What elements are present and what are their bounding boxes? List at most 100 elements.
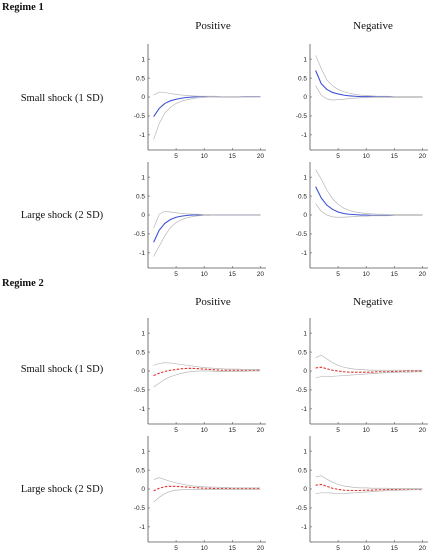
y-tick-label: 1: [141, 174, 145, 181]
x-tick-label: 20: [257, 427, 265, 434]
x-tick-label: 10: [363, 153, 371, 160]
confidence-band-lower: [153, 489, 261, 503]
y-tick-label: -0.5: [296, 505, 308, 512]
y-tick-label: -0.5: [296, 231, 308, 238]
x-tick-label: 20: [419, 271, 427, 278]
x-tick-label: 10: [363, 545, 371, 550]
x-tick-label: 10: [201, 153, 209, 160]
row-label-small-shock: Small shock (1 SD): [20, 364, 104, 375]
confidence-band-lower: [153, 96, 261, 140]
column-title-negative: Negative: [353, 20, 393, 32]
regime-1-title: Regime 1: [2, 2, 44, 13]
confidence-band-lower: [315, 85, 423, 101]
y-tick-label: 0.5: [136, 193, 145, 200]
y-tick-label: 0: [303, 94, 307, 101]
x-tick-label: 5: [336, 545, 340, 550]
y-tick-label: -1: [301, 524, 307, 531]
irf-line: [315, 483, 423, 492]
x-tick-label: 15: [391, 545, 399, 550]
y-tick-label: -0.5: [134, 505, 146, 512]
y-tick-label: -1: [301, 250, 307, 257]
y-tick-label: 0.5: [298, 193, 307, 200]
y-tick-label: -1: [139, 250, 145, 257]
irf-panel: -1-0.500.515 10 15 20: [134, 162, 266, 278]
row-label-small-shock: Small shock (1 SD): [20, 93, 104, 104]
confidence-band-upper: [315, 169, 423, 215]
y-tick-label: -0.5: [134, 231, 146, 238]
x-tick-label: 10: [363, 427, 371, 434]
x-tick-label: 10: [201, 271, 209, 278]
y-tick-label: 1: [141, 330, 145, 337]
column-title-negative: Negative: [353, 296, 393, 308]
x-tick-label: 20: [419, 545, 427, 550]
y-tick-label: 0.5: [136, 467, 145, 474]
y-tick-label: 0: [141, 94, 145, 101]
x-tick-label: 20: [419, 153, 427, 160]
irf-panel: -1-0.500.515 10 15 20: [296, 162, 428, 278]
x-tick-label: 5: [174, 153, 178, 160]
y-tick-label: -0.5: [134, 387, 146, 394]
y-tick-label: -1: [139, 524, 145, 531]
confidence-band-upper: [153, 362, 261, 370]
confidence-band-lower: [315, 489, 423, 494]
irf-panel: -1-0.500.515 10 15 20: [296, 318, 428, 434]
confidence-band-upper: [153, 210, 261, 229]
x-tick-label: 10: [201, 427, 209, 434]
irf-panel: -1-0.500.515 10 15 20: [296, 44, 428, 160]
x-tick-label: 15: [391, 271, 399, 278]
x-tick-label: 20: [419, 427, 427, 434]
irf-line: [153, 485, 261, 492]
y-tick-label: 0.5: [298, 75, 307, 82]
y-tick-label: 1: [303, 330, 307, 337]
irf-line: [153, 367, 261, 377]
x-tick-label: 5: [336, 271, 340, 278]
irf-line: [315, 186, 423, 216]
y-tick-label: 0: [303, 212, 307, 219]
y-tick-label: -1: [139, 406, 145, 413]
confidence-band-lower: [153, 370, 261, 388]
confidence-band-lower: [315, 371, 423, 379]
x-tick-label: 20: [257, 153, 265, 160]
x-tick-label: 5: [174, 271, 178, 278]
y-tick-label: 0.5: [298, 467, 307, 474]
confidence-band-lower: [153, 214, 261, 257]
y-tick-label: 1: [303, 56, 307, 63]
y-tick-label: -1: [301, 132, 307, 139]
confidence-band-upper: [153, 477, 261, 489]
x-tick-label: 20: [257, 271, 265, 278]
y-tick-label: -1: [301, 406, 307, 413]
confidence-band-upper: [315, 354, 423, 371]
irf-line: [153, 96, 261, 117]
y-tick-label: 0.5: [298, 349, 307, 356]
x-tick-label: 15: [229, 427, 237, 434]
x-tick-label: 10: [363, 271, 371, 278]
x-tick-label: 15: [229, 271, 237, 278]
y-tick-label: -0.5: [296, 113, 308, 120]
confidence-band-upper: [153, 91, 261, 97]
confidence-band-upper: [315, 55, 423, 97]
y-tick-label: 1: [141, 56, 145, 63]
y-tick-label: 1: [303, 174, 307, 181]
irf-panel: -1-0.500.515 10 15 20: [134, 318, 266, 434]
x-tick-label: 15: [229, 545, 237, 550]
x-tick-label: 15: [391, 153, 399, 160]
irf-panel: -1-0.500.515 10 15 20: [134, 436, 266, 550]
row-label-large-shock: Large shock (2 SD): [20, 210, 104, 221]
x-tick-label: 10: [201, 545, 209, 550]
irf-panel: -1-0.500.515 10 15 20: [296, 436, 428, 550]
x-tick-label: 15: [229, 153, 237, 160]
y-tick-label: -1: [139, 132, 145, 139]
y-tick-label: 0.5: [136, 75, 145, 82]
y-tick-label: -0.5: [134, 113, 146, 120]
y-tick-label: 1: [141, 448, 145, 455]
y-tick-label: 0: [141, 368, 145, 375]
column-title-positive: Positive: [195, 20, 231, 32]
irf-line: [315, 70, 423, 98]
y-tick-label: 0.5: [136, 349, 145, 356]
x-tick-label: 15: [391, 427, 399, 434]
y-tick-label: 0: [303, 368, 307, 375]
y-tick-label: -0.5: [296, 387, 308, 394]
y-tick-label: 0: [141, 212, 145, 219]
irf-panel: -1-0.500.515 10 15 20: [134, 44, 266, 160]
x-tick-label: 20: [257, 545, 265, 550]
